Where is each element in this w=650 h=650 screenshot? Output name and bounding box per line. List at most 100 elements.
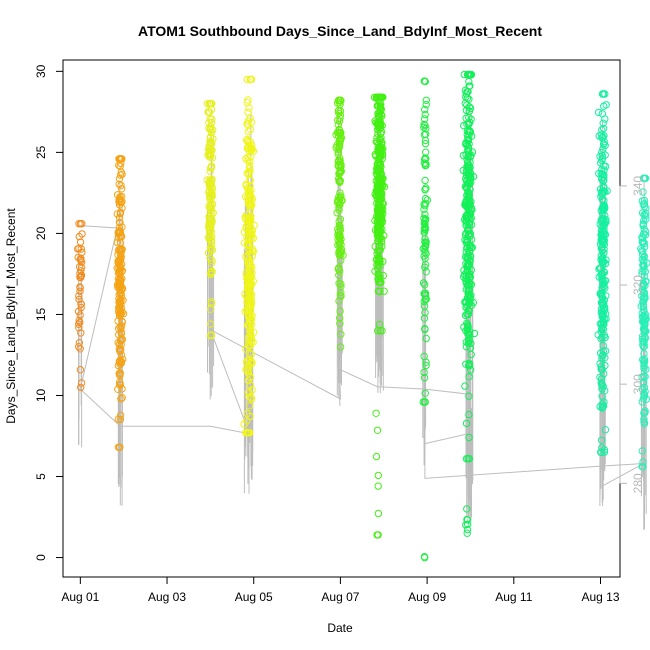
data-point xyxy=(117,395,125,403)
y-tick-label: 15 xyxy=(34,307,48,321)
data-point xyxy=(243,298,251,307)
data-point xyxy=(76,318,84,327)
data-point xyxy=(420,131,429,139)
data-point xyxy=(465,392,473,400)
data-point xyxy=(115,214,124,222)
y-tick-label: 0 xyxy=(34,554,48,561)
data-point xyxy=(602,292,610,300)
data-point xyxy=(336,231,344,240)
data-point xyxy=(602,256,610,264)
data-point xyxy=(421,220,429,228)
data-point xyxy=(75,292,83,300)
data-point xyxy=(375,162,383,170)
data-point xyxy=(206,223,215,231)
data-point xyxy=(116,370,124,378)
data-point xyxy=(421,210,429,219)
data-point xyxy=(377,204,385,213)
data-point xyxy=(374,253,383,262)
data-point xyxy=(602,101,610,109)
data-point xyxy=(247,212,255,220)
data-point xyxy=(599,309,607,318)
data-point xyxy=(246,315,255,323)
data-point xyxy=(421,245,429,254)
data-point xyxy=(208,189,216,197)
data-point xyxy=(598,148,606,157)
data-point xyxy=(337,167,345,176)
data-point xyxy=(75,324,83,332)
y2-tick-label: 280 xyxy=(631,473,645,493)
data-point xyxy=(244,117,253,125)
data-point xyxy=(598,355,606,363)
data-point xyxy=(465,359,473,367)
data-point xyxy=(116,288,124,297)
data-point xyxy=(243,184,252,192)
data-point xyxy=(74,253,82,262)
data-point xyxy=(461,382,469,390)
data-point xyxy=(337,256,345,264)
points-layer xyxy=(74,70,650,562)
data-point xyxy=(375,242,383,250)
data-point xyxy=(461,99,469,108)
data-point xyxy=(336,96,345,105)
data-point xyxy=(640,326,648,334)
data-point xyxy=(597,308,605,317)
data-point xyxy=(240,420,248,428)
data-point xyxy=(464,455,472,463)
data-point xyxy=(376,112,384,120)
data-point xyxy=(374,237,382,245)
data-point xyxy=(116,360,124,368)
data-point xyxy=(600,140,608,148)
data-point xyxy=(375,120,383,128)
data-point xyxy=(421,194,430,203)
data-point xyxy=(640,243,649,251)
data-point xyxy=(421,389,429,397)
data-point xyxy=(640,211,648,219)
data-point xyxy=(461,201,470,209)
data-point xyxy=(205,219,214,227)
data-point xyxy=(465,274,474,282)
data-point xyxy=(75,232,84,241)
data-point xyxy=(594,108,603,117)
data-point xyxy=(422,361,430,370)
data-point xyxy=(420,120,428,129)
data-point xyxy=(203,100,212,108)
data-point xyxy=(640,418,648,426)
data-point xyxy=(599,342,607,350)
data-point xyxy=(246,188,254,197)
data-point xyxy=(115,304,123,312)
data-point xyxy=(337,288,345,297)
data-point xyxy=(336,291,345,300)
data-point xyxy=(76,273,84,281)
data-point xyxy=(244,137,252,146)
data-point xyxy=(465,212,473,221)
data-point xyxy=(640,364,648,373)
data-point xyxy=(207,320,215,328)
data-point xyxy=(375,246,383,255)
data-point xyxy=(207,100,216,108)
data-point xyxy=(466,153,475,161)
data-point xyxy=(641,267,649,276)
data-point xyxy=(380,287,388,295)
data-point xyxy=(376,278,385,287)
data-point xyxy=(421,263,429,271)
data-point xyxy=(76,287,84,295)
data-point xyxy=(420,77,428,85)
data-point xyxy=(206,167,214,175)
data-point xyxy=(205,150,214,158)
data-point xyxy=(465,201,473,210)
data-point xyxy=(334,121,342,129)
data-point xyxy=(638,267,646,275)
data-point xyxy=(597,131,606,139)
data-point xyxy=(374,482,382,490)
data-point xyxy=(375,148,384,157)
chart-title: ATOM1 Southbound Days_Since_Land_BdyInf_… xyxy=(138,23,542,39)
data-point xyxy=(380,183,389,191)
data-point xyxy=(336,267,344,275)
data-point xyxy=(463,268,471,276)
data-point xyxy=(77,300,86,308)
data-point xyxy=(421,176,429,185)
x-axis-label: Date xyxy=(327,621,353,635)
data-point xyxy=(207,163,216,172)
data-point xyxy=(116,246,124,254)
